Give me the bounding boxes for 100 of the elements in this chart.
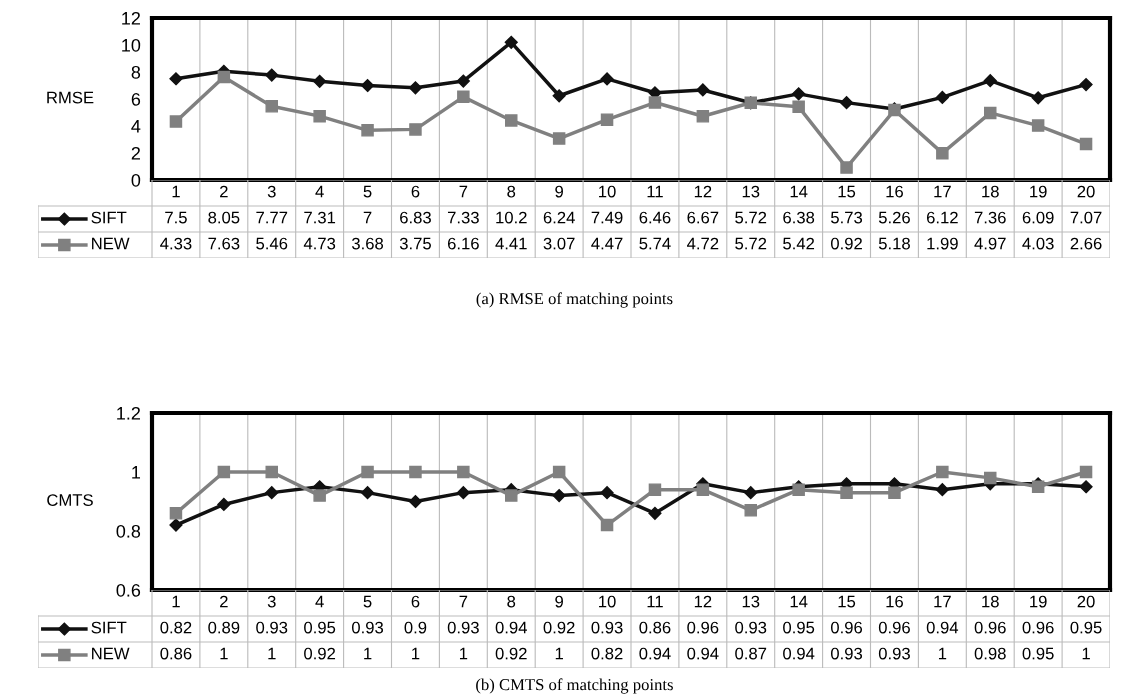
- x-tick-label: 3: [267, 595, 276, 608]
- x-tick-label: 15: [838, 185, 856, 198]
- data-label: 0.95: [304, 621, 336, 634]
- data-label: 10.2: [496, 211, 527, 224]
- data-label: 5.73: [831, 211, 863, 224]
- data-label: 7.49: [591, 211, 623, 224]
- data-label: 4.73: [303, 237, 336, 250]
- data-label: 0.82: [160, 621, 192, 634]
- x-tick-label: 3: [267, 185, 276, 198]
- data-label: 3.68: [351, 237, 384, 250]
- data-label: 0.96: [830, 621, 863, 634]
- data-label: 0.92: [543, 621, 575, 634]
- data-label: 6.09: [1022, 211, 1054, 224]
- data-label: 4.03: [1022, 237, 1054, 250]
- data-label: 1: [938, 647, 947, 660]
- data-label: 5.46: [256, 237, 288, 250]
- x-tick-label: 15: [838, 595, 856, 608]
- data-label: 1: [220, 647, 228, 660]
- x-tick-label: 6: [411, 185, 420, 198]
- data-label: 0.95: [1022, 647, 1054, 660]
- data-label: 7.33: [447, 211, 479, 224]
- legend-label: NEW: [92, 647, 130, 660]
- x-tick-label: 1: [172, 185, 180, 198]
- data-label: 0.96: [687, 621, 719, 634]
- x-tick-label: 19: [1030, 185, 1047, 198]
- x-tick-label: 10: [599, 595, 616, 608]
- text: (b) CMTS of matching points: [476, 678, 673, 694]
- data-label: 0.93: [256, 621, 288, 634]
- x-tick-label: 4: [315, 595, 324, 608]
- x-tick-label: 6: [411, 595, 420, 608]
- x-tick-label: 17: [934, 595, 951, 608]
- data-label: 0.93: [351, 621, 384, 634]
- data-label: 3.75: [399, 237, 431, 250]
- x-tick-label: 16: [886, 185, 903, 198]
- x-tick-label: 7: [459, 185, 468, 198]
- data-label: 0.9: [404, 621, 427, 634]
- x-tick-label: 8: [507, 595, 516, 608]
- data-label: 4.72: [687, 237, 719, 250]
- y-tick-label: 1: [132, 466, 141, 479]
- data-label: 7.5: [165, 211, 187, 224]
- y-tick-label: 0: [131, 173, 141, 187]
- data-label: 6.46: [639, 211, 671, 224]
- x-tick-label: 2: [220, 185, 228, 198]
- data-label: 1: [364, 647, 372, 660]
- legend-label: SIFT: [91, 621, 127, 634]
- data-label: 1: [268, 647, 276, 660]
- y-tick-label: 4: [131, 120, 141, 133]
- data-label: 0.89: [208, 621, 240, 634]
- data-label: 0.86: [639, 621, 671, 634]
- legend-label: SIFT: [91, 211, 127, 224]
- data-label: 7: [363, 211, 372, 224]
- data-label: 4.33: [160, 237, 192, 250]
- data-label: 1: [1082, 647, 1090, 660]
- data-label: 0.94: [926, 621, 959, 634]
- data-label: 0.92: [830, 237, 862, 250]
- data-label: 5.26: [878, 211, 910, 224]
- text: (a) RMSE of matching points: [476, 292, 673, 308]
- x-tick-label: 10: [599, 185, 616, 198]
- data-label: 0.95: [783, 621, 815, 634]
- x-tick-label: 12: [694, 595, 712, 608]
- y-axis-title: RMSE: [47, 91, 94, 104]
- y-tick-label: 12: [122, 11, 140, 25]
- data-label: 0.94: [495, 621, 527, 634]
- y-tick-label: 1.2: [117, 406, 140, 420]
- data-label: 0.87: [735, 647, 767, 660]
- y-tick-label: 10: [122, 38, 141, 52]
- y-tick-label: 8: [131, 65, 141, 79]
- data-label: 0.93: [878, 647, 910, 660]
- data-label: 0.96: [974, 621, 1006, 634]
- data-label: 0.93: [447, 621, 479, 634]
- x-tick-label: 11: [647, 595, 663, 608]
- data-label: 6.38: [783, 211, 815, 224]
- y-tick-label: 0.6: [116, 583, 141, 597]
- data-label: 0.95: [1070, 621, 1102, 634]
- y-tick-label: 0.8: [116, 524, 141, 538]
- y-axis-title: CMTS: [47, 494, 93, 506]
- data-label: 0.96: [878, 621, 910, 634]
- x-tick-label: 12: [694, 185, 712, 198]
- x-tick-label: 20: [1077, 595, 1095, 608]
- data-label: 5.74: [639, 237, 671, 250]
- data-label: 0.82: [591, 647, 623, 660]
- data-label: 0.94: [687, 647, 719, 660]
- data-label: 0.93: [591, 621, 623, 634]
- data-label: 1.99: [927, 237, 958, 250]
- data-label: 4.97: [974, 237, 1006, 250]
- x-tick-label: 20: [1077, 185, 1095, 198]
- data-label: 0.86: [160, 647, 192, 660]
- data-label: 5.72: [735, 237, 767, 250]
- x-tick-label: 18: [982, 595, 999, 608]
- x-tick-label: 11: [647, 185, 663, 198]
- data-label: 6.16: [447, 237, 479, 250]
- x-tick-label: 2: [220, 595, 228, 608]
- y-tick-label: 2: [131, 146, 140, 160]
- x-tick-label: 5: [363, 185, 372, 198]
- x-tick-label: 19: [1030, 595, 1047, 608]
- data-label: 0.96: [1022, 621, 1054, 634]
- data-label: 0.92: [304, 647, 336, 660]
- data-label: 5.42: [783, 237, 815, 250]
- data-label: 7.07: [1070, 211, 1102, 224]
- data-label: 2.66: [1070, 237, 1102, 250]
